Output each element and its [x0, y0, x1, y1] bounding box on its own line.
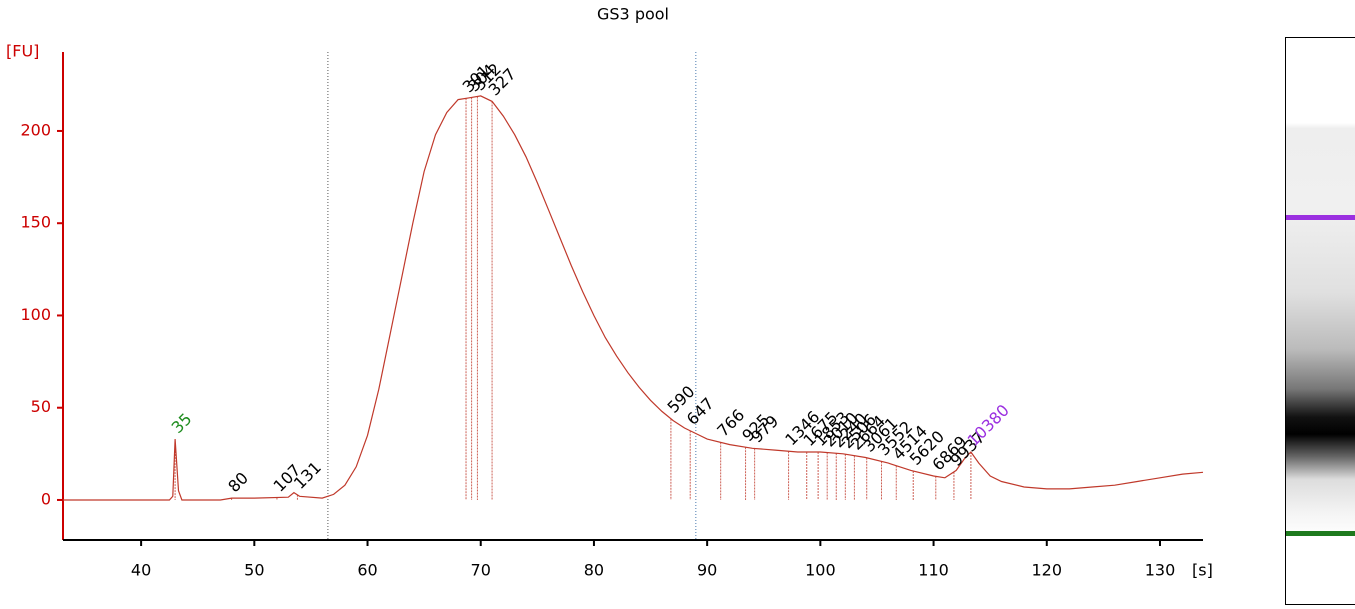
- chart: GS3 pool [FU] [s] 0 50 100 150 200 40 50 60 70 80…: [6, 5, 1213, 580]
- x-tick-label: 70: [471, 561, 491, 580]
- gel-lane: [1285, 37, 1355, 605]
- peak-label: 10380: [963, 401, 1012, 450]
- x-tick-label: 80: [584, 561, 604, 580]
- x-tick-label: 50: [244, 561, 264, 580]
- upper-marker-band: [1286, 215, 1355, 220]
- x-tick-label: 60: [357, 561, 377, 580]
- peak-label: 35: [168, 409, 196, 437]
- y-tick-label: 150: [20, 213, 51, 232]
- chart-title: GS3 pool: [597, 5, 669, 24]
- y-tick-label: 100: [20, 305, 51, 324]
- peak-label: 80: [224, 468, 252, 496]
- y-tick-label: 200: [20, 120, 51, 139]
- x-tick-label: 120: [1032, 561, 1063, 580]
- y-tick-label: 0: [41, 489, 51, 508]
- lower-marker-band: [1286, 531, 1355, 536]
- trace: [63, 95, 1204, 501]
- x-tick-label: 100: [805, 561, 836, 580]
- x-tick-label: 40: [131, 561, 151, 580]
- y-tick-label: 50: [31, 397, 51, 416]
- x-tick-label: 130: [1145, 561, 1176, 580]
- y-axis-label: [FU]: [6, 42, 39, 61]
- peak-label: 131: [290, 458, 325, 493]
- x-axis-label: [s]: [1192, 561, 1213, 580]
- x-tick-label: 110: [918, 561, 949, 580]
- x-tick-label: 90: [697, 561, 717, 580]
